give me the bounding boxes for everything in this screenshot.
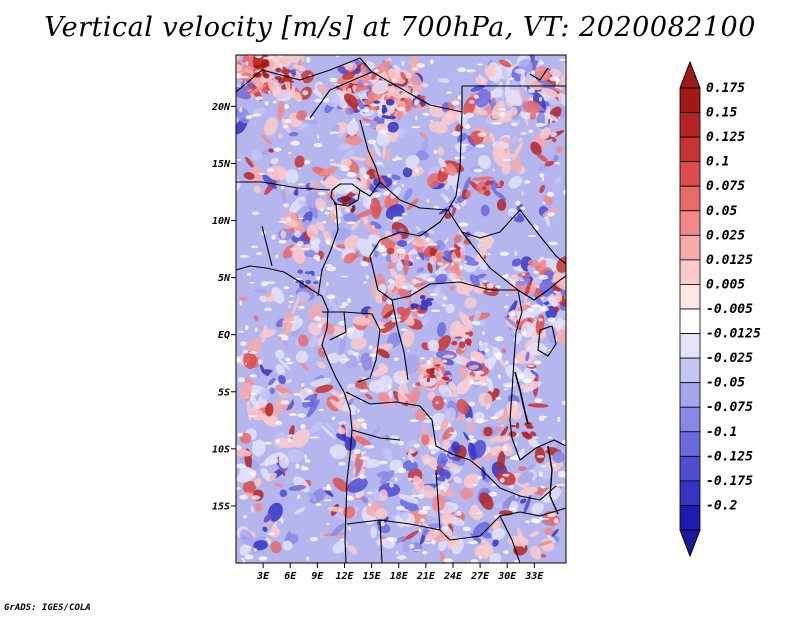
lat-tick-label: 20N	[211, 102, 231, 113]
grads-credit: GrADS: IGES/COLA	[4, 603, 91, 613]
lat-tick-label: 5S	[218, 387, 230, 398]
colorbar-box	[679, 308, 701, 334]
colorbar-box	[679, 431, 701, 457]
lon-tick-label: 33E	[524, 571, 544, 582]
colorbar-box	[679, 112, 701, 138]
lake-victoria	[537, 325, 557, 357]
colorbar-box	[679, 185, 701, 212]
colorbar-min-triangle	[679, 529, 701, 558]
lon-tick-label: 30E	[497, 571, 517, 582]
lat-tick-label: EQ	[218, 330, 230, 341]
colorbar-box	[679, 406, 701, 433]
lon-tick-label: 24E	[443, 571, 463, 582]
lake-malawi	[547, 445, 559, 515]
colorbar-box	[679, 480, 701, 506]
lon-tick-label: 18E	[390, 571, 409, 582]
lon-tick-label: 3E	[256, 571, 270, 582]
colorbar-label: 0.15	[706, 106, 737, 121]
map-title: Vertical velocity [m/s] at 700hPa, VT: 2…	[44, 12, 756, 43]
colorbar-box	[679, 210, 701, 236]
latitude-axis: 20N 15N 10N 5N EQ 5S 10S 15S	[211, 102, 236, 512]
colorbar-label: 0.125	[706, 130, 745, 145]
lake-tanganyika	[514, 371, 529, 425]
colorbar-box	[679, 259, 701, 285]
colorbar-label: -0.005	[706, 302, 753, 317]
map-plot-area: 20N 15N 10N 5N EQ 5S 10S 15S 3E 6E 9E 12E 15E 18E 21E…	[211, 54, 567, 582]
colorbar-label: 0.0125	[706, 253, 753, 268]
colorbar-max-triangle	[679, 60, 701, 89]
colorbar-box	[679, 357, 701, 384]
longitude-axis: 3E 6E 9E 12E 15E 18E 21E 24E 27E 30E 33E	[256, 563, 544, 582]
colorbar-labels: 0.175 0.15 0.125 0.1 0.075 0.05 0.025 0.0125 0.0…	[706, 81, 761, 513]
colorbar-box	[679, 455, 701, 482]
colorbar-box	[679, 284, 701, 310]
lat-tick-label: 5N	[218, 273, 231, 284]
lon-tick-label: 6E	[284, 571, 297, 582]
lon-tick-label: 27E	[470, 571, 490, 582]
lon-tick-label: 12E	[335, 571, 354, 582]
colorbar-box	[679, 161, 701, 187]
colorbar-box	[679, 136, 701, 163]
colorbar: 0.175 0.15 0.125 0.1 0.075 0.05 0.025 0.0125 0.0…	[679, 60, 761, 558]
lat-tick-label: 15N	[212, 159, 231, 170]
lon-tick-label: 9E	[311, 571, 324, 582]
lon-tick-label: 15E	[363, 571, 382, 582]
colorbar-box	[679, 333, 701, 359]
lat-tick-label: 10N	[212, 216, 231, 227]
colorbar-label: -0.025	[706, 351, 753, 366]
colorbar-label: 0.025	[706, 228, 745, 243]
colorbar-box	[679, 87, 701, 113]
country-borders	[235, 57, 567, 564]
lat-tick-label: 15S	[212, 501, 230, 512]
colorbar-boxes	[679, 87, 701, 531]
colorbar-box	[679, 382, 701, 408]
plot-frame	[235, 54, 567, 564]
colorbar-label: 0.175	[706, 81, 745, 96]
colorbar-box	[679, 505, 701, 531]
colorbar-label: -0.125	[706, 449, 753, 464]
colorbar-label: -0.05	[706, 376, 745, 391]
lon-tick-label: 21E	[416, 571, 436, 582]
atlantic-coastline	[235, 265, 353, 564]
velocity-field	[236, 55, 566, 563]
colorbar-label: 0.1	[706, 155, 729, 170]
colorbar-label: 0.075	[706, 179, 745, 194]
colorbar-label: -0.1	[706, 425, 737, 440]
colorbar-label: 0.05	[706, 204, 737, 219]
lake-chad	[330, 183, 361, 207]
colorbar-label: -0.2	[706, 498, 737, 513]
lat-tick-label: 10S	[212, 444, 230, 455]
colorbar-label: -0.075	[706, 400, 753, 415]
colorbar-label: -0.175	[706, 474, 753, 489]
colorbar-box	[679, 234, 701, 261]
colorbar-label: 0.005	[706, 277, 745, 292]
colorbar-label: -0.0125	[706, 327, 761, 342]
